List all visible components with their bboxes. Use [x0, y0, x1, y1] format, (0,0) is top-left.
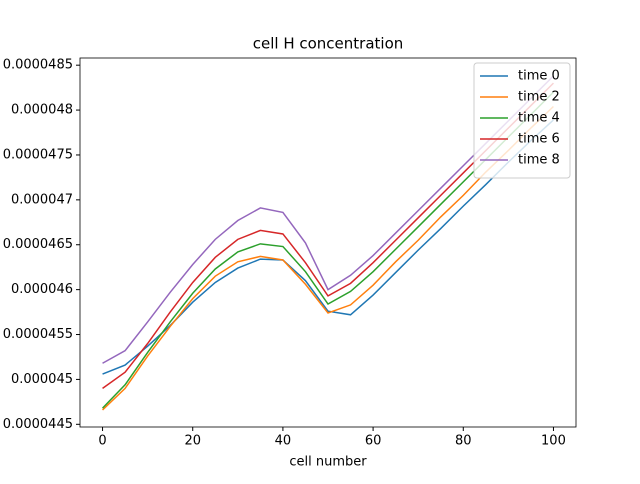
legend-label: time 8 — [518, 153, 560, 168]
legend-box — [473, 62, 571, 179]
x-tick-label: 0 — [98, 434, 106, 449]
y-tick-label: 0.0000485 — [3, 58, 73, 73]
y-tick-label: 0.0000465 — [3, 237, 73, 252]
chart-title: cell H concentration — [253, 35, 404, 53]
y-tick-label: 0.0000475 — [3, 147, 73, 162]
y-tick-label: 0.0000445 — [3, 417, 73, 432]
y-tick-label: 0.000045 — [11, 372, 73, 387]
data-line — [102, 105, 554, 411]
x-tick-label: 100 — [541, 434, 566, 449]
y-tick-label: 0.000047 — [11, 192, 73, 207]
x-tick-label: 60 — [365, 434, 382, 449]
x-axis-label: cell number — [289, 455, 367, 470]
legend-label: time 2 — [518, 90, 560, 105]
x-tick-label: 20 — [184, 434, 201, 449]
plot-frame — [79, 57, 577, 428]
x-tick-label: 40 — [275, 434, 292, 449]
y-tick-label: 0.0000455 — [3, 327, 73, 342]
x-tick-label: 80 — [455, 434, 472, 449]
y-tick-label: 0.000046 — [11, 282, 73, 297]
y-tick-label: 0.000048 — [11, 103, 73, 118]
legend-label: time 6 — [518, 132, 560, 147]
legend-label: time 0 — [518, 69, 560, 84]
legend-label: time 4 — [518, 111, 560, 126]
